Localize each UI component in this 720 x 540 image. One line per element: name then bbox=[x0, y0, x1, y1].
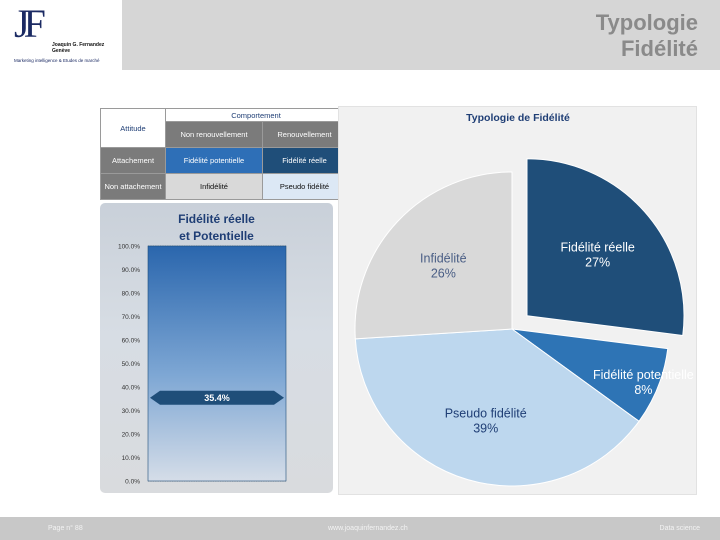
footer-url[interactable]: www.joaquinfernandez.ch bbox=[328, 525, 408, 532]
cell-fidelite-potentielle: Fidélité potentielle bbox=[165, 147, 263, 174]
footer-section: Data science bbox=[659, 525, 700, 532]
bar-marker: 35.4% bbox=[150, 390, 284, 405]
pie-slice-value: 8% bbox=[634, 383, 652, 397]
logo-name: Joaquin G. Fernandez Genève bbox=[52, 42, 105, 54]
bar-chart-title-line2: et Potentielle bbox=[179, 229, 254, 243]
cell-renouvellement: Renouvellement bbox=[262, 121, 347, 148]
pie-slice-value: 39% bbox=[473, 421, 498, 435]
header-band bbox=[122, 0, 720, 70]
cell-attachement: Attachement bbox=[100, 147, 166, 174]
pie-chart-title: Typologie de Fidélité bbox=[466, 112, 570, 124]
logo: JF Joaquin G. Fernandez Genève Marketing… bbox=[0, 0, 122, 70]
bar-marker-label: 35.4% bbox=[204, 393, 230, 403]
pie-slice-value: 26% bbox=[431, 267, 456, 281]
logo-tagline: Marketing intelligence & Etudes de march… bbox=[14, 58, 100, 63]
pie-slice-name: Fidélité potentielle bbox=[593, 368, 694, 382]
bar-y-tick-label: 0.0% bbox=[125, 479, 140, 486]
cell-fidelite-reelle: Fidélité réelle bbox=[262, 147, 347, 174]
bar-y-tick-label: 100.0% bbox=[118, 244, 140, 251]
pie-slice-name: Infidélité bbox=[420, 252, 467, 266]
cell-pseudo-fidelite: Pseudo fidélité bbox=[262, 173, 347, 200]
cell-non-renouvellement: Non renouvellement bbox=[165, 121, 263, 148]
bar-y-tick-label: 30.0% bbox=[122, 408, 141, 415]
pie-slice-name: Pseudo fidélité bbox=[445, 406, 527, 420]
pie-chart: Typologie de Fidélité Fidélité réelle27%… bbox=[354, 112, 694, 487]
pie-slice-1 bbox=[526, 158, 685, 337]
pie-slice-4 bbox=[354, 171, 513, 340]
footer: Page n° 88 www.joaquinfernandez.ch Data … bbox=[0, 517, 720, 540]
typology-table: Attitude Comportement Non renouvellement… bbox=[100, 108, 347, 200]
footer-page-number: Page n° 88 bbox=[48, 525, 83, 532]
bar-y-tick-label: 70.0% bbox=[122, 314, 141, 321]
bar-chart-title-line1: Fidélité réelle bbox=[178, 212, 255, 226]
bar-y-tick-label: 20.0% bbox=[122, 432, 141, 439]
pie-slice-name: Fidélité réelle bbox=[560, 240, 634, 254]
bar-y-tick-label: 90.0% bbox=[122, 267, 141, 274]
pie-slice-3 bbox=[354, 328, 640, 487]
page-title-line2: Fidélité bbox=[620, 36, 698, 61]
cell-non-attachement: Non attachement bbox=[100, 173, 166, 200]
page-title-line1: Typologie bbox=[595, 10, 698, 35]
bar-y-tick-label: 40.0% bbox=[122, 385, 141, 392]
bar-fidelite bbox=[147, 245, 287, 482]
bar-marker-arrow bbox=[150, 390, 284, 405]
cell-attitude: Attitude bbox=[100, 108, 166, 148]
cell-comportement: Comportement bbox=[165, 108, 347, 122]
bar-y-tick-label: 80.0% bbox=[122, 291, 141, 298]
page-title: Typologie Fidélité bbox=[596, 10, 698, 62]
pie-slice-value: 27% bbox=[585, 255, 610, 269]
bar-chart: 0.0% 10.0% 20.0% 30.0% 40.0% 50.0% 60.0% 70.0% 8… bbox=[118, 244, 287, 486]
bar-y-tick-label: 60.0% bbox=[122, 338, 141, 345]
bar-y-tick-label: 50.0% bbox=[122, 361, 141, 368]
logo-mark: JF bbox=[14, 1, 46, 46]
bar-y-tick-label: 10.0% bbox=[122, 455, 141, 462]
cell-infidelite: Infidélité bbox=[165, 173, 263, 200]
